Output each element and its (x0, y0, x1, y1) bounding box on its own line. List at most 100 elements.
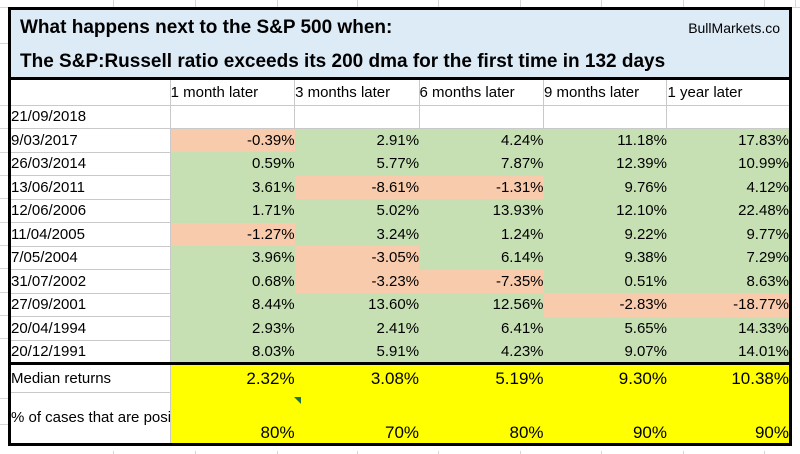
return-cell[interactable]: -3.05% (294, 246, 420, 270)
return-cell[interactable]: 2.93% (170, 316, 295, 340)
return-cell[interactable]: 3.24% (294, 222, 420, 246)
column-header[interactable]: 3 months later (294, 80, 420, 106)
summary-value-cell[interactable]: 5.19% (419, 362, 544, 393)
date-cell[interactable]: 13/06/2011 (9, 175, 171, 200)
table-row: 21/09/2018 (9, 105, 791, 129)
date-cell[interactable]: 26/03/2014 (9, 152, 171, 176)
title-box[interactable]: What happens next to the S&P 500 when: B… (8, 7, 792, 80)
return-cell[interactable]: 10.99% (666, 152, 791, 176)
return-cell[interactable]: -3.23% (294, 269, 420, 293)
date-cell[interactable]: 27/09/2001 (9, 293, 171, 317)
table-row: 20/12/1991 8.03% 5.91% 4.23% 9.07% 14.01% (9, 340, 791, 364)
return-cell[interactable]: 4.24% (419, 128, 544, 152)
table-row: 27/09/2001 8.44% 13.60% 12.56% -2.83% -18.77% (9, 293, 791, 317)
return-cell[interactable]: 13.60% (294, 293, 420, 317)
return-cell[interactable]: 2.41% (294, 316, 420, 340)
summary-value-cell[interactable]: 3.08% (294, 362, 420, 393)
date-cell[interactable]: 7/05/2004 (9, 246, 171, 270)
gridline (683, 451, 684, 454)
return-cell[interactable]: 5.65% (543, 316, 667, 340)
return-cell[interactable]: 8.44% (170, 293, 295, 317)
summary-value-cell[interactable]: 2.32% (170, 362, 295, 393)
gridline (683, 0, 684, 7)
return-cell[interactable] (419, 105, 545, 129)
gridline (438, 451, 439, 454)
summary-value-cell[interactable]: 70% (294, 392, 420, 445)
return-cell[interactable]: 9.76% (543, 175, 667, 199)
return-cell[interactable]: 0.59% (170, 152, 295, 176)
return-cell[interactable]: -0.39% (170, 128, 295, 152)
corner-cell[interactable] (9, 80, 171, 106)
summary-value-cell[interactable]: 90% (666, 392, 791, 445)
return-cell[interactable]: 5.77% (294, 152, 420, 176)
summary-value-cell[interactable]: 90% (543, 392, 667, 445)
return-cell[interactable]: 0.51% (543, 269, 667, 293)
return-cell[interactable]: 12.39% (543, 152, 667, 176)
summary-value-cell[interactable]: 10.38% (666, 362, 791, 393)
return-cell[interactable]: 4.23% (419, 340, 544, 364)
date-cell[interactable]: 11/04/2005 (9, 222, 171, 247)
date-cell[interactable]: 9/03/2017 (9, 128, 171, 153)
gridline (764, 0, 765, 7)
return-cell[interactable]: 1.24% (419, 222, 544, 246)
return-cell[interactable]: 11.18% (543, 128, 667, 152)
gridline (357, 451, 358, 454)
return-cell[interactable]: 0.68% (170, 269, 295, 293)
gridline (0, 105, 8, 106)
return-cell[interactable] (170, 105, 296, 129)
return-cell[interactable]: 7.87% (419, 152, 544, 176)
return-cell[interactable]: 3.61% (170, 175, 295, 199)
return-cell[interactable]: 17.83% (666, 128, 791, 152)
return-cell[interactable]: 4.12% (666, 175, 791, 199)
date-cell[interactable]: 12/06/2006 (9, 199, 171, 223)
date-cell[interactable]: 20/04/1994 (9, 316, 171, 341)
return-cell[interactable]: 7.29% (666, 246, 791, 270)
cell-flag-icon (294, 397, 301, 404)
return-cell[interactable]: 6.14% (419, 246, 544, 270)
return-cell[interactable]: 12.56% (419, 293, 544, 317)
gridline (0, 315, 8, 316)
table-row: 7/05/2004 3.96% -3.05% 6.14% 9.38% 7.29% (9, 246, 791, 270)
summary-value-cell[interactable]: 80% (170, 392, 295, 445)
return-cell[interactable]: 22.48% (666, 199, 791, 223)
return-cell[interactable] (294, 105, 420, 129)
gridline (0, 175, 8, 176)
return-cell[interactable]: -1.27% (170, 222, 295, 246)
return-cell[interactable]: 3.96% (170, 246, 295, 270)
return-cell[interactable]: 12.10% (543, 199, 667, 223)
return-cell[interactable] (666, 105, 791, 129)
return-cell[interactable]: 14.01% (666, 340, 791, 364)
return-cell[interactable]: 9.38% (543, 246, 667, 270)
date-cell[interactable]: 20/12/1991 (9, 340, 171, 364)
return-cell[interactable]: 14.33% (666, 316, 791, 340)
summary-label[interactable]: % of cases that are positive (9, 392, 171, 445)
return-cell[interactable]: 8.03% (170, 340, 295, 364)
return-cell[interactable]: 9.22% (543, 222, 667, 246)
return-cell[interactable]: -2.83% (543, 293, 667, 317)
summary-value-cell[interactable]: 9.30% (543, 362, 667, 393)
return-cell[interactable]: -18.77% (666, 293, 791, 317)
return-cell[interactable]: 8.63% (666, 269, 791, 293)
summary-label[interactable]: Median returns (9, 362, 171, 393)
return-cell[interactable]: 9.07% (543, 340, 667, 364)
summary-value-cell[interactable]: 80% (419, 392, 544, 445)
column-header[interactable]: 9 months later (543, 80, 668, 106)
return-cell[interactable]: 5.91% (294, 340, 420, 364)
return-cell[interactable]: 1.71% (170, 199, 295, 223)
return-cell[interactable]: 13.93% (419, 199, 544, 223)
return-cell[interactable]: 5.02% (294, 199, 420, 223)
column-header[interactable]: 6 months later (419, 80, 545, 106)
date-cell[interactable]: 21/09/2018 (9, 105, 171, 129)
return-cell[interactable] (543, 105, 668, 129)
return-cell[interactable]: -8.61% (294, 175, 420, 199)
page-title: What happens next to the S&P 500 when: (20, 17, 393, 38)
date-cell[interactable]: 31/07/2002 (9, 269, 171, 294)
return-cell[interactable]: -1.31% (419, 175, 544, 199)
gridline (0, 292, 8, 293)
column-header[interactable]: 1 month later (170, 80, 296, 106)
return-cell[interactable]: -7.35% (419, 269, 544, 293)
column-header[interactable]: 1 year later (666, 80, 791, 106)
return-cell[interactable]: 2.91% (294, 128, 420, 152)
return-cell[interactable]: 6.41% (419, 316, 544, 340)
return-cell[interactable]: 9.77% (666, 222, 791, 246)
